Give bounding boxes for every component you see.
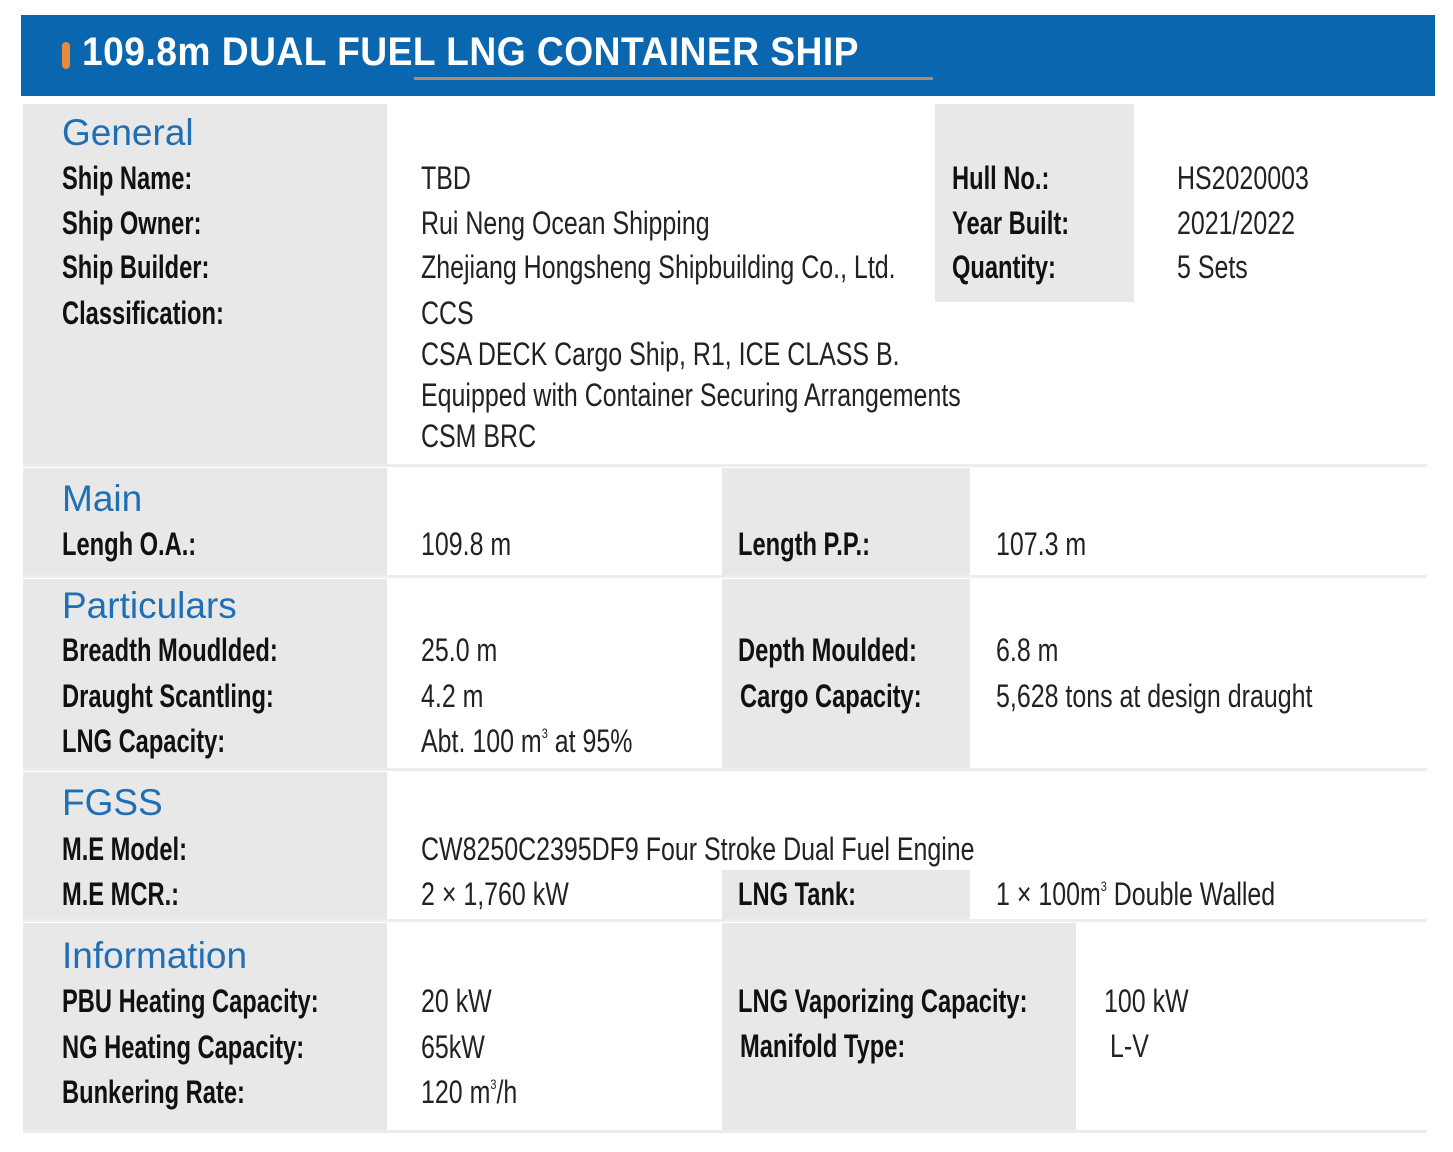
general-label-column: [23, 104, 387, 464]
particulars-mid-label-column: [722, 579, 970, 768]
classification-line: CCS: [421, 295, 474, 331]
divider: [23, 768, 1427, 771]
section-heading-main: Main: [62, 478, 143, 519]
title-underline: [414, 77, 933, 80]
lpp-value: 107.3 m: [996, 526, 1087, 562]
vaporizing-value: 100 kW: [1104, 983, 1189, 1019]
accent-bar: [62, 42, 70, 69]
cargo-capacity-label: Cargo Capacity:: [740, 678, 922, 714]
fgss-tank-label-cell: [722, 870, 970, 919]
classification-line: CSM BRC: [421, 418, 537, 454]
me-model-value: CW8250C2395DF9 Four Stroke Dual Fuel Eng…: [421, 831, 975, 867]
main-label-column: [23, 468, 387, 575]
section-heading-information: Information: [62, 935, 248, 976]
loa-label: Lengh O.A.:: [62, 526, 197, 562]
depth-label: Depth Moulded:: [738, 632, 917, 668]
hull-no-label: Hull No.:: [952, 160, 1050, 196]
me-model-label: M.E Model:: [62, 831, 187, 867]
manifold-value: L-V: [1110, 1028, 1149, 1064]
lng-capacity-label: LNG Capacity:: [62, 723, 226, 759]
bunkering-value: 120 m3/h: [421, 1074, 518, 1110]
loa-value: 109.8 m: [421, 526, 512, 562]
bunkering-label: Bunkering Rate:: [62, 1074, 245, 1110]
fgss-label-column: [23, 772, 387, 919]
draught-value: 4.2 m: [421, 678, 484, 714]
lng-tank-label: LNG Tank:: [738, 876, 856, 912]
section-heading-particulars: Particulars: [62, 585, 237, 626]
hull-no-value: HS2020003: [1177, 160, 1309, 196]
draught-label: Draught Scantling:: [62, 678, 274, 714]
header-banner: [21, 15, 1435, 96]
lng-capacity-value: Abt. 100 m3 at 95%: [421, 723, 633, 759]
divider: [23, 919, 1427, 922]
me-mcr-value: 2 × 1,760 kW: [421, 876, 569, 912]
section-heading-fgss: FGSS: [62, 782, 163, 823]
quantity-value: 5 Sets: [1177, 249, 1248, 285]
information-mid-label-column: [722, 923, 1076, 1130]
year-built-value: 2021/2022: [1177, 205, 1295, 241]
ng-label: NG Heating Capacity:: [62, 1029, 305, 1065]
classification-line: Equipped with Container Securing Arrange…: [421, 377, 961, 413]
breadth-value: 25.0 m: [421, 632, 498, 668]
lpp-label: Length P.P.:: [738, 526, 871, 562]
ship-name-value: TBD: [421, 160, 471, 196]
year-built-label: Year Built:: [952, 205, 1070, 241]
breadth-label: Breadth Moudlded:: [62, 632, 278, 668]
ship-owner-value: Rui Neng Ocean Shipping: [421, 205, 710, 241]
vaporizing-label: LNG Vaporizing Capacity:: [738, 983, 1028, 1019]
page-title: 109.8m DUAL FUEL LNG CONTAINER SHIP: [82, 30, 859, 74]
general-right-label-column: [935, 104, 1134, 302]
divider: [23, 1130, 1427, 1133]
ship-name-label: Ship Name:: [62, 160, 193, 196]
ship-builder-label: Ship Builder:: [62, 249, 210, 285]
divider: [23, 575, 1427, 578]
pbu-label: PBU Heating Capacity:: [62, 983, 319, 1019]
information-label-column: [23, 923, 387, 1130]
section-heading-general: General: [62, 112, 194, 153]
divider: [23, 464, 1427, 467]
depth-value: 6.8 m: [996, 632, 1059, 668]
ship-owner-label: Ship Owner:: [62, 205, 202, 241]
manifold-label: Manifold Type:: [740, 1028, 906, 1064]
classification-line: CSA DECK Cargo Ship, R1, ICE CLASS B.: [421, 336, 900, 372]
cargo-capacity-value: 5,628 tons at design draught: [996, 678, 1313, 714]
lng-tank-value: 1 × 100m3 Double Walled: [996, 876, 1276, 912]
me-mcr-label: M.E MCR.:: [62, 876, 180, 912]
ng-value: 65kW: [421, 1029, 485, 1065]
main-mid-label-column: [722, 468, 970, 575]
classification-label: Classification:: [62, 295, 224, 331]
particulars-label-column: [23, 579, 387, 768]
quantity-label: Quantity:: [952, 249, 1056, 285]
pbu-value: 20 kW: [421, 983, 492, 1019]
ship-builder-value: Zhejiang Hongsheng Shipbuilding Co., Ltd…: [421, 249, 896, 285]
